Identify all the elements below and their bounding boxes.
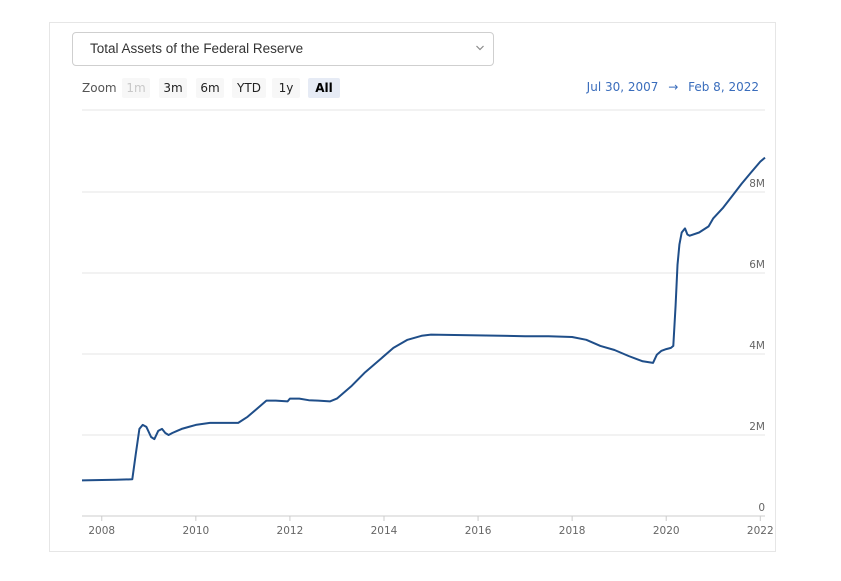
chart-series [81,156,766,482]
y-tick-label: 0 [758,502,765,514]
x-tick-label: 2010 [182,525,209,537]
y-tick-label: 2M [749,421,765,433]
date-range: Jul 30, 2007 → Feb 8, 2022 [587,80,759,94]
x-tick-label: 2018 [559,525,586,537]
y-tick-label: 8M [749,178,765,190]
series-line [81,156,766,482]
y-tick-label: 4M [749,340,765,352]
zoom-6m-button[interactable]: 6m [196,78,224,98]
x-tick-label: 2020 [653,525,680,537]
range-to-date[interactable]: Feb 8, 2022 [688,80,759,94]
x-tick-label: 2022 [747,525,774,537]
x-tick-label: 2014 [371,525,398,537]
zoom-ytd-button[interactable]: YTD [232,78,266,98]
dataset-select-value: Total Assets of the Federal Reserve [90,41,304,56]
dataset-select[interactable]: Total Assets of the Federal Reserve [72,32,494,66]
x-tick-label: 2012 [277,525,304,537]
zoom-3m-button[interactable]: 3m [159,78,187,98]
zoom-1y-button[interactable]: 1y [272,78,300,98]
arrow-right-icon: → [668,80,679,94]
x-tick-label: 2008 [88,525,115,537]
zoom-1m-button[interactable]: 1m [122,78,150,98]
chevron-down-icon [476,45,484,51]
chart-grid [82,109,765,436]
x-tick-label: 2016 [465,525,492,537]
zoom-all-button[interactable]: All [308,78,340,98]
x-axis: 2008 2010 2012 2014 2016 2018 2020 2022 [82,515,774,537]
range-from-date[interactable]: Jul 30, 2007 [586,80,659,94]
zoom-label: Zoom [82,81,117,95]
y-axis: 0 2M 4M 6M 8M [749,178,765,514]
y-tick-label: 6M [749,259,765,271]
